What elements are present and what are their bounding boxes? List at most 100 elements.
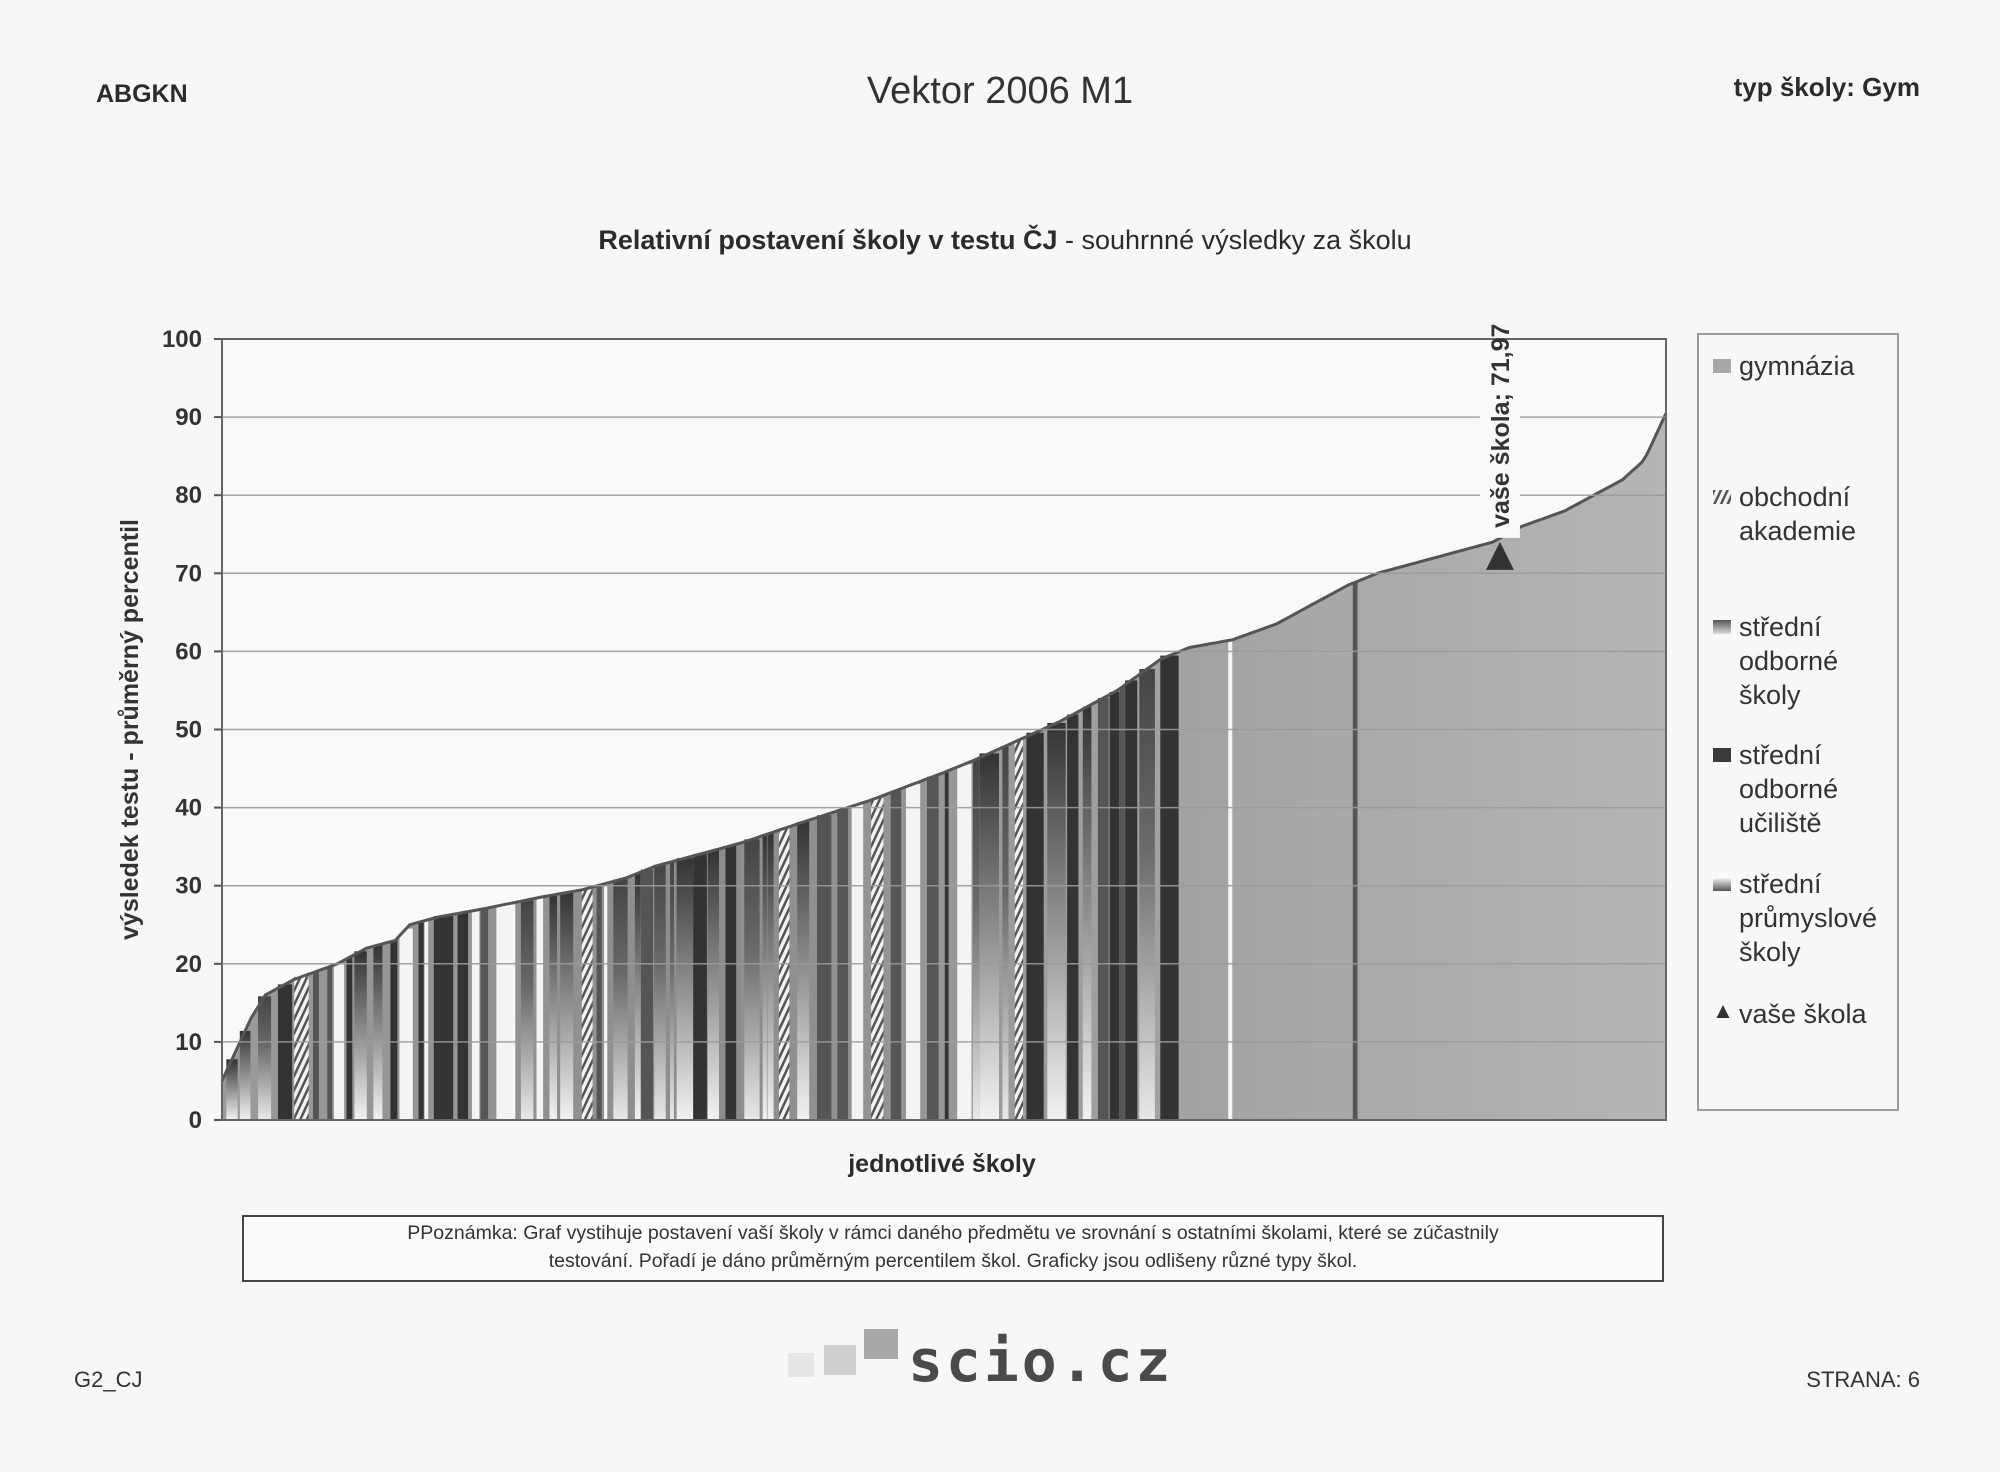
footer-code: G2_CJ [74, 1367, 143, 1392]
school-bar [373, 945, 383, 1120]
school-bar [560, 892, 574, 1120]
results-curve-line [220, 412, 1668, 1082]
logo-square-icon [824, 1345, 856, 1375]
school-bar [1002, 746, 1009, 1120]
school-bar [390, 940, 398, 1120]
school-bar [654, 864, 666, 1120]
school-bar [1014, 740, 1023, 1120]
page-title: Vektor 2006 M1 [866, 70, 1134, 112]
school-bar [1067, 714, 1079, 1120]
school-bar [1097, 698, 1109, 1120]
school-bar [1047, 723, 1066, 1120]
school-bar [294, 976, 309, 1120]
note-line-1: PPoznámka: Graf vystihuje postavení vaší… [407, 1222, 1499, 1244]
school-bar [744, 839, 760, 1120]
triangle-icon [1716, 1005, 1730, 1018]
school-bar [767, 833, 774, 1120]
school-bar [693, 854, 707, 1120]
school-bar [890, 790, 902, 1120]
school-bar [1125, 680, 1138, 1120]
school-bar [837, 809, 849, 1120]
school-bar [457, 912, 469, 1120]
legend-label: střední odborné školy [1739, 612, 1839, 710]
logo-text: scio.cz [908, 1327, 1174, 1395]
your-school-marker [1485, 541, 1514, 570]
y-tick-label: 20 [175, 951, 202, 978]
x-axis-label: jednotlivé školy [848, 1150, 1036, 1178]
school-bar [972, 759, 980, 1120]
legend-label: střední průmyslové školy [1739, 869, 1878, 967]
legend-swatch-sps [1713, 877, 1731, 891]
school-bar [313, 971, 319, 1120]
school-bar [418, 921, 424, 1120]
school-bar [596, 885, 602, 1120]
legend: gymnázia obchodní akademie střední odbor… [1697, 333, 1899, 1111]
chart-title: Relativní postavení školy v testu ČJ - s… [0, 225, 2000, 256]
y-tick-label: 50 [175, 717, 202, 744]
school-bar [581, 888, 593, 1120]
school-bar [778, 828, 790, 1120]
y-tick-label: 40 [175, 795, 202, 822]
school-bar [979, 753, 999, 1120]
school-bar [480, 908, 489, 1120]
school-bar [549, 895, 557, 1120]
school-bar [707, 850, 719, 1120]
school-bar [613, 879, 628, 1120]
school-bar [725, 845, 737, 1120]
page-number: STRANA: 6 [1806, 1367, 1920, 1392]
school-bar [1352, 582, 1358, 1120]
legend-swatch-sos [1713, 620, 1731, 634]
y-tick-label: 70 [175, 560, 202, 587]
y-tick-label: 80 [175, 482, 202, 509]
legend-label: vaše škola [1739, 999, 1867, 1029]
school-bar [471, 910, 480, 1120]
school-bar [424, 920, 429, 1120]
school-bar [851, 804, 864, 1120]
school-bar [670, 861, 674, 1120]
school-bar [604, 883, 608, 1120]
school-bar [944, 771, 949, 1120]
y-tick-label: 100 [162, 326, 202, 353]
school-bar [399, 928, 413, 1120]
school-bar [1119, 686, 1125, 1120]
school-bar [536, 897, 544, 1120]
school-bar [762, 835, 767, 1120]
school-bar [520, 900, 534, 1120]
y-tick-label: 60 [175, 638, 202, 665]
school-bar [226, 1059, 238, 1120]
school-bar [1139, 669, 1155, 1120]
school-type: typ školy: Gym [1733, 72, 1920, 102]
chart-title-sub: - souhrnné výsledky za školu [1057, 225, 1412, 255]
school-bar [1082, 706, 1092, 1120]
school-bar [327, 966, 333, 1120]
legend-label: gymnázia [1739, 351, 1855, 381]
school-bar [239, 1030, 251, 1120]
logo-square-icon [864, 1329, 898, 1359]
legend-label: obchodní akademie [1739, 482, 1857, 546]
note-box: PPoznámka: Graf vystihuje postavení vaší… [242, 1215, 1664, 1282]
legend-swatch-gymnazia [1713, 359, 1731, 373]
plot-frame [221, 338, 1667, 1121]
report-code: ABGKN [96, 80, 188, 108]
school-bar [817, 815, 832, 1120]
chart-title-main: Relativní postavení školy v testu ČJ [598, 225, 1058, 255]
school-bar [1109, 691, 1120, 1120]
school-bar [906, 784, 921, 1120]
logo-square-icon [788, 1353, 814, 1377]
legend-swatch-sou [1713, 748, 1731, 762]
school-bar [927, 776, 939, 1120]
y-tick-label: 30 [175, 873, 202, 900]
legend-swatch-obchodni [1713, 490, 1731, 504]
school-bar [634, 873, 641, 1120]
school-bar [1228, 640, 1233, 1120]
note-line-2: testování. Pořadí je dáno průměrným perc… [548, 1250, 1358, 1272]
y-axis-label: výsledek testu - průměrný percentil [116, 519, 144, 940]
school-bar [354, 951, 367, 1120]
school-bar [797, 822, 810, 1120]
school-bar [640, 869, 654, 1120]
school-bar [277, 984, 293, 1120]
school-bar [433, 916, 454, 1120]
school-bar [496, 904, 516, 1120]
your-school-annotation: vaše škola; 71,97 [1487, 324, 1515, 528]
